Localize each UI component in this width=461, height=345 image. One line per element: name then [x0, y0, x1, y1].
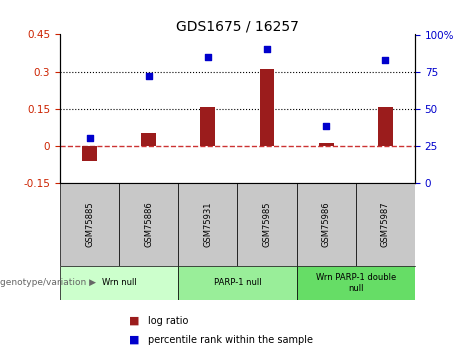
Text: percentile rank within the sample: percentile rank within the sample: [148, 335, 313, 345]
Text: GSM75985: GSM75985: [262, 201, 272, 247]
Text: Wrn PARP-1 double
null: Wrn PARP-1 double null: [316, 273, 396, 293]
Title: GDS1675 / 16257: GDS1675 / 16257: [176, 19, 299, 33]
Point: [382, 57, 389, 62]
Point: [204, 54, 212, 60]
Text: log ratio: log ratio: [148, 316, 188, 326]
Bar: [378, 107, 393, 146]
Text: GSM75987: GSM75987: [381, 201, 390, 247]
Text: ■: ■: [129, 335, 140, 345]
Text: ■: ■: [129, 316, 140, 326]
Bar: [356, 183, 415, 266]
Bar: [237, 183, 296, 266]
Text: GSM75886: GSM75886: [144, 201, 153, 247]
Text: GSM75931: GSM75931: [203, 201, 213, 247]
Bar: [82, 146, 97, 161]
Bar: [260, 69, 274, 146]
Point: [86, 136, 93, 141]
Bar: [141, 134, 156, 146]
Point: [263, 47, 271, 52]
Bar: [178, 266, 296, 300]
Point: [145, 73, 152, 79]
Bar: [319, 143, 334, 146]
Text: GSM75986: GSM75986: [322, 201, 331, 247]
Text: genotype/variation ▶: genotype/variation ▶: [0, 278, 96, 287]
Bar: [296, 266, 415, 300]
Bar: [201, 107, 215, 146]
Bar: [60, 183, 119, 266]
Bar: [296, 183, 356, 266]
Point: [322, 124, 330, 129]
Bar: [119, 183, 178, 266]
Text: Wrn null: Wrn null: [102, 278, 136, 287]
Text: PARP-1 null: PARP-1 null: [213, 278, 261, 287]
Bar: [178, 183, 237, 266]
Bar: [60, 266, 178, 300]
Text: GSM75885: GSM75885: [85, 201, 94, 247]
